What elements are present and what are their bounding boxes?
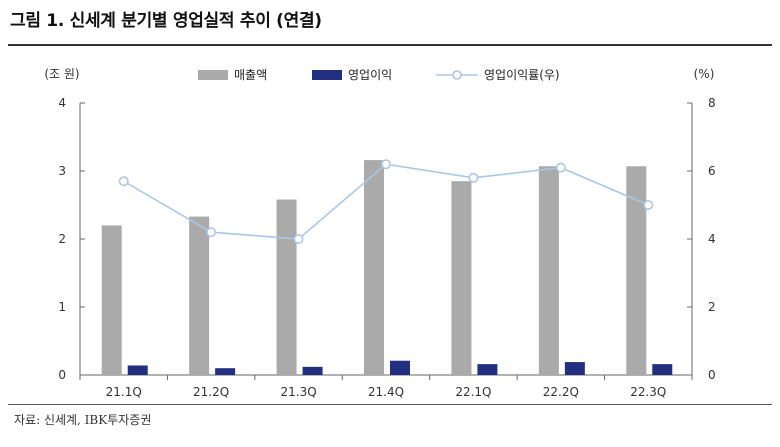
y-left-tick-label: 3	[58, 164, 66, 178]
axes-group: 0 1 2 3 4 0 2 4 6 8 21.1Q 21.2Q 21.3Q 21.4Q 22.1Q 22.2Q…	[44, 67, 715, 399]
point-op-margin	[293, 234, 304, 245]
bar-op-income	[564, 362, 585, 375]
point-op-margin	[468, 172, 479, 183]
bar-op-income	[390, 360, 410, 375]
bar-revenue	[101, 225, 122, 375]
legend-label-op-income: 영업이익	[348, 68, 392, 82]
bar-revenue	[364, 160, 384, 375]
y-right-tick-label: 8	[708, 96, 716, 110]
x-tick-label: 22.1Q	[455, 385, 491, 399]
y-right-tick-label: 2	[708, 300, 716, 314]
line-op-margin	[123, 163, 649, 240]
legend-swatch-op-margin-marker	[452, 70, 462, 80]
bar-op-income	[127, 365, 148, 375]
bars-group	[101, 160, 673, 375]
y-left-tick-label: 1	[58, 300, 66, 314]
bar-op-income	[652, 364, 673, 375]
chart-canvas: 0 1 2 3 4 0 2 4 6 8 21.1Q 21.2Q 21.3Q 21.4Q 22.1Q 22.2Q…	[44, 67, 715, 399]
point-op-margin	[118, 176, 129, 187]
bar-op-income	[302, 366, 323, 375]
footer-divider	[8, 404, 772, 405]
y-right-tick-label: 0	[708, 368, 716, 382]
y-left-tick-label: 2	[58, 232, 66, 246]
y-left-tick-label: 0	[58, 368, 66, 382]
bar-op-income	[215, 368, 236, 375]
legend: 매출액 영업이익 영업이익률(우)	[198, 68, 560, 82]
title-divider	[8, 44, 772, 46]
x-tick-label: 21.4Q	[368, 385, 404, 399]
x-tick-label: 22.2Q	[543, 385, 579, 399]
legend-label-op-margin: 영업이익률(우)	[484, 68, 560, 82]
point-op-margin	[380, 159, 391, 170]
legend-swatch-revenue	[198, 70, 228, 80]
bar-op-income	[477, 364, 498, 375]
bar-revenue	[189, 216, 210, 375]
y-right-unit-label: (%)	[694, 67, 715, 81]
bar-revenue	[626, 166, 647, 375]
bar-revenue	[538, 166, 559, 375]
point-op-margin	[643, 200, 654, 211]
point-op-margin	[206, 227, 217, 238]
x-tick-label: 21.2Q	[193, 385, 229, 399]
y-right-tick-label: 4	[708, 232, 716, 246]
legend-swatch-op-income	[312, 70, 342, 80]
legend-label-revenue: 매출액	[234, 68, 267, 82]
chart-title: 그림 1. 신세계 분기별 영업실적 추이 (연결)	[10, 11, 322, 31]
bar-revenue	[276, 199, 297, 375]
line-series-group	[118, 159, 654, 245]
y-right-tick-label: 6	[708, 164, 716, 178]
source-note: 자료: 신세계, IBK투자증권	[14, 413, 152, 427]
x-tick-label: 22.3Q	[630, 385, 666, 399]
x-tick-label: 21.3Q	[280, 385, 316, 399]
y-left-tick-label: 4	[58, 96, 66, 110]
y-left-unit-label: (조 원)	[44, 67, 79, 81]
bar-revenue	[451, 181, 472, 375]
point-op-margin	[555, 162, 566, 173]
x-tick-label: 21.1Q	[106, 385, 142, 399]
